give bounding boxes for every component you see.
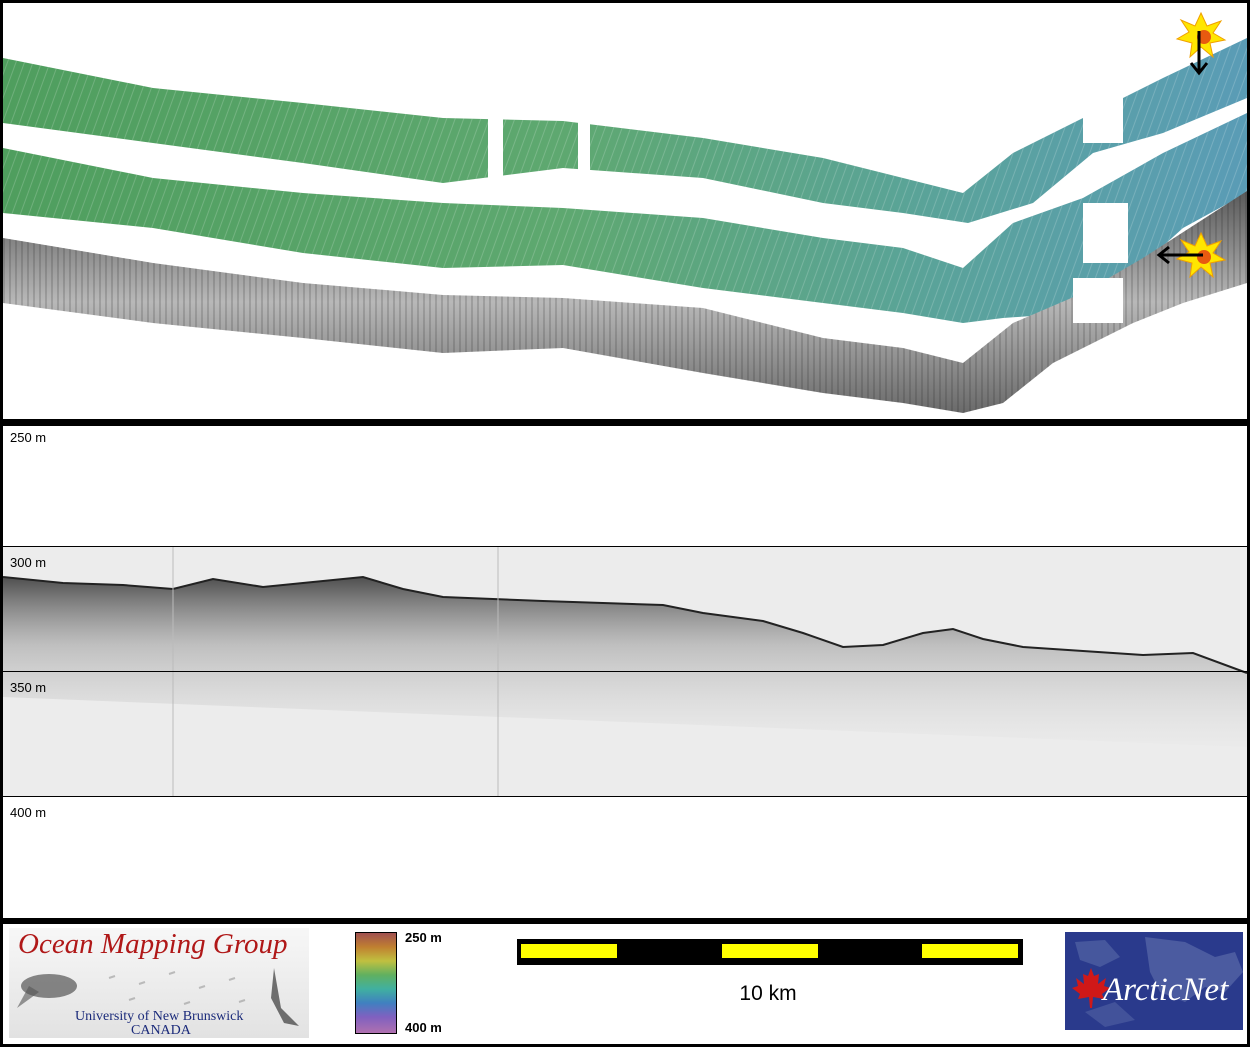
- logo-country: CANADA: [131, 1023, 191, 1038]
- arrow-down-icon: [1189, 31, 1209, 76]
- scale-bar-segment: [722, 944, 818, 958]
- map-panel: [3, 3, 1247, 419]
- maple-leaf-icon: [1072, 968, 1110, 1008]
- scale-bar-segment: [922, 944, 1018, 958]
- scale-bar: [517, 939, 1023, 965]
- depth-label-300: 300 m: [10, 555, 47, 570]
- arcticnet-map-graphic: [1075, 937, 1243, 1027]
- legend-panel: Ocean Mapping Group University of New Br…: [3, 924, 1247, 1044]
- colorbar-top-label: 250 m: [405, 930, 442, 945]
- logo-graphic: [17, 968, 299, 1026]
- depth-colorbar: [355, 932, 397, 1034]
- depth-gridline: [3, 546, 1247, 547]
- arrow-left-icon: [1156, 245, 1203, 265]
- swath-map: [3, 11, 1247, 413]
- depth-label-350: 350 m: [10, 680, 47, 695]
- depth-label-400: 400 m: [10, 805, 47, 820]
- depth-label-250: 250 m: [10, 430, 47, 445]
- arcticnet-logo: [1065, 932, 1243, 1030]
- depth-gridline: [3, 796, 1247, 797]
- colorbar-bottom-label: 400 m: [405, 1020, 442, 1035]
- seafloor-echo: [3, 547, 1247, 797]
- bathymetry-swath-upper: [3, 38, 1247, 223]
- logo-university: University of New Brunswick: [75, 1009, 244, 1024]
- arcticnet-label: ArcticNet: [1103, 972, 1229, 1008]
- scale-bar-segment: [521, 944, 617, 958]
- subbottom-profile-panel: 250 m 300 m 350 m 400 m: [3, 426, 1247, 918]
- explosion-icon: [1175, 11, 1227, 59]
- bathymetry-swath-middle: [3, 113, 1247, 323]
- depth-gridline: [3, 671, 1247, 672]
- logo-title: Ocean Mapping Group: [18, 928, 288, 960]
- ocean-mapping-group-logo: Ocean Mapping Group University of New Br…: [9, 928, 309, 1038]
- backscatter-swath: [3, 191, 1247, 413]
- scale-bar-label: 10 km: [739, 982, 797, 1005]
